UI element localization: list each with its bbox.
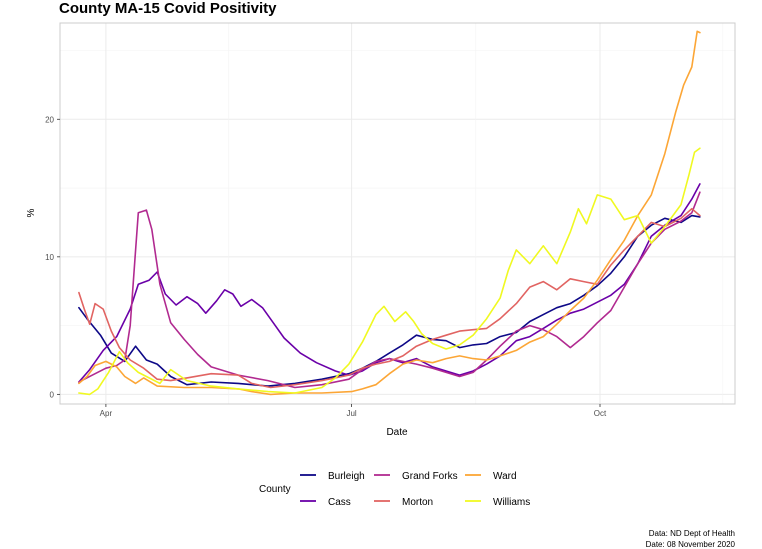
caption-date: Date: 08 November 2020 (646, 540, 736, 549)
grid-lines (60, 23, 735, 404)
chart-title: County MA-15 Covid Positivity (59, 0, 277, 17)
series-line-cass (78, 183, 701, 383)
y-tick-label: 10 (45, 253, 54, 262)
series-line-ward (78, 30, 701, 396)
x-tick-label: Apr (100, 409, 113, 418)
legend-label-grand-forks: Grand Forks (402, 471, 458, 482)
legend-title: County (259, 484, 291, 495)
series-lines (78, 30, 701, 396)
series-line-williams (78, 147, 701, 396)
legend-label-ward: Ward (493, 471, 517, 482)
y-axis-ticks: 0 10 20 (45, 115, 60, 399)
x-axis-ticks: Apr Jul Oct (100, 404, 607, 418)
caption-source: Data: ND Dept of Health (649, 529, 735, 538)
legend: County Burleigh Cass Grand Forks Morton Ward… (259, 471, 530, 508)
x-axis-label: Date (386, 427, 408, 438)
x-tick-label: Jul (346, 409, 356, 418)
y-axis-label: % (26, 208, 37, 217)
x-tick-label: Oct (594, 409, 607, 418)
y-tick-label: 20 (45, 115, 54, 124)
legend-label-morton: Morton (402, 497, 433, 508)
legend-label-cass: Cass (328, 497, 351, 508)
legend-label-williams: Williams (493, 497, 530, 508)
series-line-grand-forks (78, 191, 701, 389)
plot-panel-border (59, 22, 736, 405)
legend-label-burleigh: Burleigh (328, 471, 365, 482)
series-line-morton (78, 207, 701, 389)
y-tick-label: 0 (50, 390, 55, 399)
